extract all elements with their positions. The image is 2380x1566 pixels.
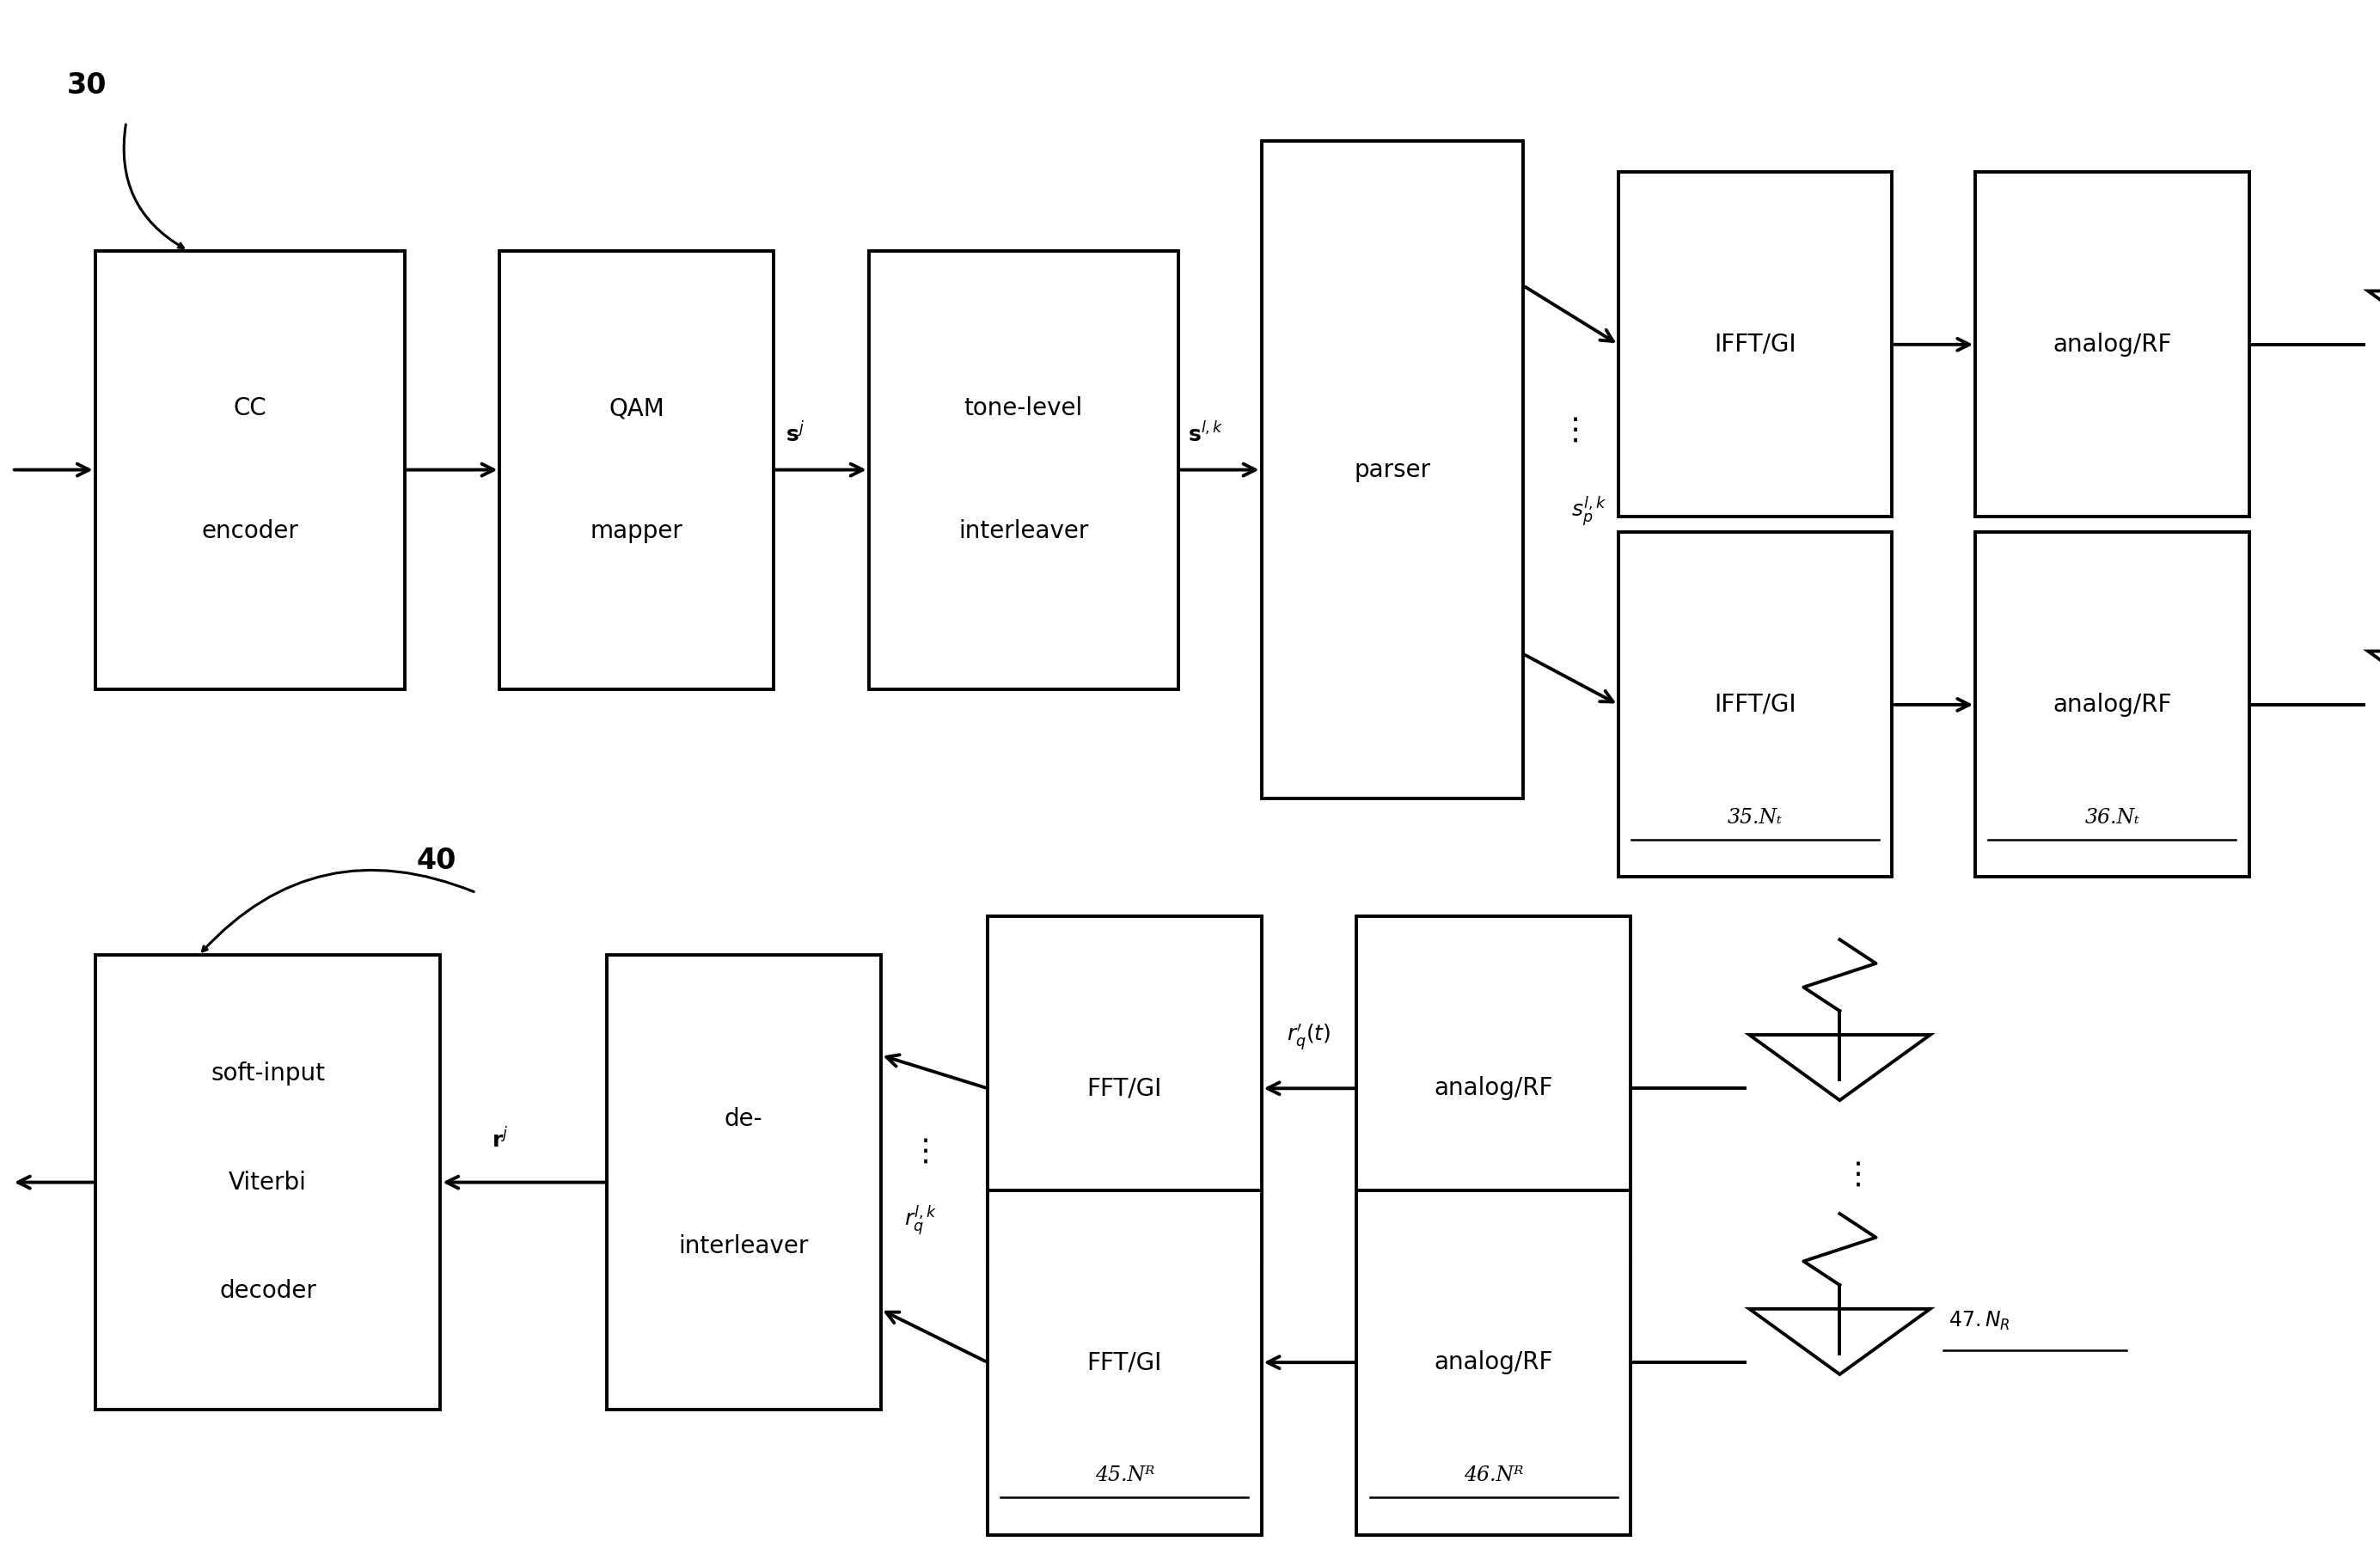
Text: FFT/GI: FFT/GI [1088, 1350, 1161, 1375]
Text: Viterbi: Viterbi [228, 1170, 307, 1195]
Text: $\mathbf{s}^j$: $\mathbf{s}^j$ [785, 421, 804, 446]
Text: 35.Nₜ: 35.Nₜ [1728, 808, 1783, 827]
Text: $r_q'(t)$: $r_q'(t)$ [1288, 1023, 1330, 1052]
Text: soft-input: soft-input [209, 1062, 326, 1085]
Text: FFT/GI: FFT/GI [1088, 1076, 1161, 1101]
Text: $s_p^{l,k}$: $s_p^{l,k}$ [1571, 495, 1607, 529]
Bar [1618, 172, 1892, 517]
Text: analog/RF: analog/RF [1433, 1076, 1554, 1101]
Text: QAM: QAM [609, 396, 664, 420]
Text: analog/RF: analog/RF [2052, 692, 2173, 717]
Text: decoder: decoder [219, 1279, 317, 1303]
Bar [1357, 916, 1630, 1261]
Text: 45.Nᴿ: 45.Nᴿ [1095, 1466, 1154, 1485]
Text: parser: parser [1354, 457, 1430, 482]
Bar [1975, 172, 2249, 517]
Bar [1357, 1190, 1630, 1535]
Text: $r_q^{l,k}$: $r_q^{l,k}$ [904, 1204, 938, 1239]
Text: tone-level: tone-level [964, 396, 1083, 420]
Text: $47.N_R$: $47.N_R$ [1949, 1309, 2011, 1333]
Text: de-: de- [724, 1107, 764, 1131]
Bar [988, 916, 1261, 1261]
Text: $\vdots$: $\vdots$ [1842, 1160, 1861, 1189]
Text: 40: 40 [416, 847, 457, 875]
Text: mapper: mapper [590, 520, 683, 543]
Text: interleaver: interleaver [678, 1234, 809, 1257]
Text: CC: CC [233, 396, 267, 420]
Text: $\vdots$: $\vdots$ [1559, 417, 1578, 445]
Bar [95, 251, 405, 689]
Text: IFFT/GI: IFFT/GI [1714, 692, 1797, 717]
Bar [1261, 141, 1523, 799]
Bar [607, 955, 881, 1409]
Text: analog/RF: analog/RF [2052, 332, 2173, 357]
Text: 46.Nᴿ: 46.Nᴿ [1464, 1466, 1523, 1485]
Bar [988, 1190, 1261, 1535]
Bar [1975, 532, 2249, 877]
Text: IFFT/GI: IFFT/GI [1714, 332, 1797, 357]
Text: 36.Nₜ: 36.Nₜ [2085, 808, 2140, 827]
Bar [500, 251, 774, 689]
Text: encoder: encoder [202, 520, 298, 543]
Text: $\mathbf{s}^{l,k}$: $\mathbf{s}^{l,k}$ [1188, 421, 1223, 446]
Bar [869, 251, 1178, 689]
Text: 30: 30 [67, 72, 107, 100]
Text: $\mathbf{r}^j$: $\mathbf{r}^j$ [490, 1128, 509, 1153]
Text: $\vdots$: $\vdots$ [909, 1137, 928, 1165]
Bar [95, 955, 440, 1409]
Bar [1618, 532, 1892, 877]
Text: analog/RF: analog/RF [1433, 1350, 1554, 1375]
Text: interleaver: interleaver [959, 520, 1088, 543]
